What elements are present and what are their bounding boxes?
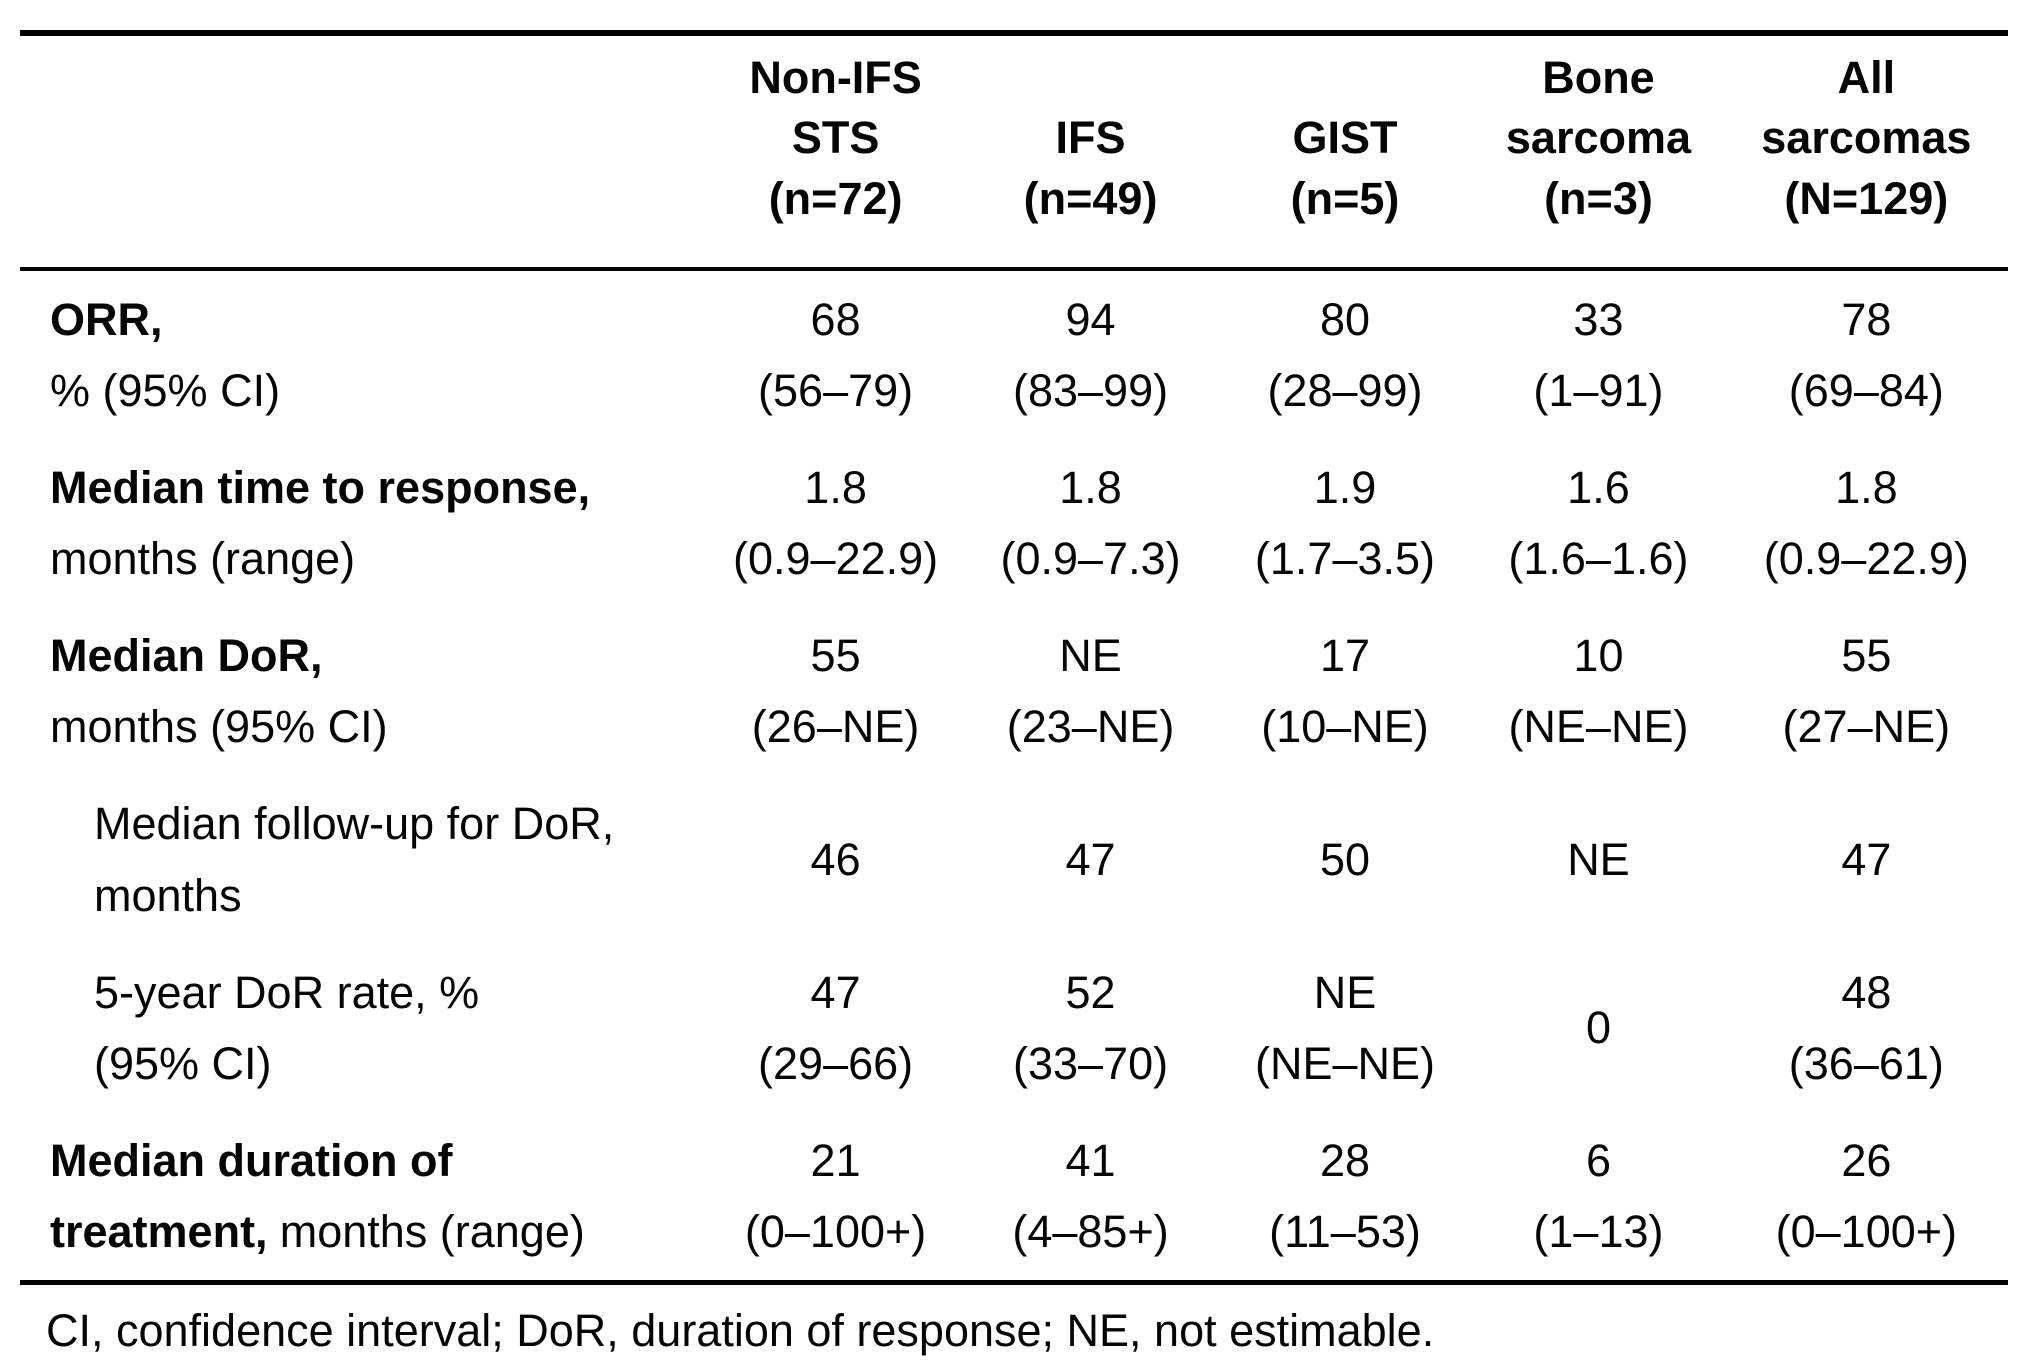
cell-fu-gist: 50 — [1319, 834, 1371, 885]
row-label-text: Median follow-up for DoR, months — [94, 798, 615, 921]
cell-orr-non-ifs-sts: 68 (56–79) — [758, 293, 914, 416]
column-header-bone-sarcoma: Bone sarcoma (n=3) — [1505, 52, 1692, 224]
row-label-bold: Median DoR, — [50, 630, 323, 682]
cell-fu-non-ifs-sts: 46 — [810, 834, 861, 885]
row-label-median-followup-dor: Median follow-up for DoR, months — [20, 775, 708, 943]
column-header-non-ifs-sts: Non-IFS STS (n=72) — [749, 52, 922, 224]
cell-orr-gist: 80 (28–99) — [1267, 293, 1423, 416]
cell-dot-non-ifs-sts: 21 (0–100+) — [744, 1134, 927, 1257]
cell-5y-bone-sarcoma: 0 — [1585, 1002, 1611, 1054]
cell-orr-bone-sarcoma: 33 (1–91) — [1533, 293, 1664, 416]
row-orr: ORR, % (95% CI) 68 (56–79) 94 (83–99) 80… — [20, 269, 2008, 439]
cell-fu-bone-sarcoma: NE — [1567, 834, 1630, 885]
cell-dor-gist: 17 (10–NE) — [1261, 630, 1429, 753]
cell-fu-all-sarcomas: 47 — [1841, 834, 1892, 885]
table-footnote: CI, confidence interval; DoR, duration o… — [46, 1305, 1435, 1357]
column-header-ifs: IFS (n=49) — [1023, 112, 1158, 224]
cell-5y-non-ifs-sts: 47 (29–66) — [758, 966, 914, 1089]
row-label-rest: months (range) — [279, 1205, 585, 1257]
row-label-text: 5-year DoR rate, % (95% CI) — [94, 966, 480, 1089]
cell-ttr-ifs: 1.8 (0.9–7.3) — [1000, 462, 1181, 585]
cell-orr-all-sarcomas: 78 (69–84) — [1788, 293, 1944, 416]
cell-dot-ifs: 41 (4–85+) — [1012, 1134, 1169, 1257]
outcomes-table: Non-IFS STS (n=72) IFS (n=49) GIST (n=5)… — [20, 30, 2008, 1286]
row-median-dor: Median DoR, months (95% CI) 55 (26–NE) N… — [20, 607, 2008, 775]
row-median-followup-dor: Median follow-up for DoR, months 46 47 5… — [20, 775, 2008, 943]
row-5year-dor-rate: 5-year DoR rate, % (95% CI) 47 (29–66) 5… — [20, 944, 2008, 1112]
cell-dot-bone-sarcoma: 6 (1–13) — [1533, 1134, 1664, 1257]
row-label-rest: % (95% CI) — [50, 364, 281, 416]
row-label-median-dor: Median DoR, months (95% CI) — [20, 607, 708, 775]
cell-ttr-non-ifs-sts: 1.8 (0.9–22.9) — [733, 462, 939, 585]
row-label-median-time-to-response: Median time to response, months (range) — [20, 439, 708, 607]
row-median-duration-treatment: Median duration of treatment, months (ran… — [20, 1112, 2008, 1283]
row-label-bold: ORR, — [50, 293, 163, 345]
row-label-orr: ORR, % (95% CI) — [20, 269, 708, 439]
row-label-5year-dor-rate: 5-year DoR rate, % (95% CI) — [20, 944, 708, 1112]
cell-dor-non-ifs-sts: 55 (26–NE) — [751, 630, 920, 753]
cell-dor-all-sarcomas: 55 (27–NE) — [1782, 630, 1951, 753]
row-label-bold: Median duration of treatment, — [50, 1134, 453, 1257]
row-median-time-to-response: Median time to response, months (range) … — [20, 439, 2008, 607]
column-header-empty — [20, 33, 708, 269]
cell-orr-ifs: 94 (83–99) — [1012, 293, 1169, 416]
cell-5y-gist: NE (NE–NE) — [1254, 966, 1435, 1089]
cell-fu-ifs: 47 — [1065, 834, 1116, 885]
row-label-bold: Median time to response, — [50, 462, 591, 514]
row-label-rest: months (95% CI) — [50, 701, 388, 753]
cell-dot-gist: 28 (11–53) — [1269, 1134, 1421, 1257]
row-label-median-duration-treatment: Median duration of treatment, months (ran… — [20, 1112, 708, 1283]
cell-dor-bone-sarcoma: 10 (NE–NE) — [1508, 630, 1689, 753]
cell-5y-ifs: 52 (33–70) — [1012, 966, 1169, 1089]
row-label-rest: months (range) — [50, 533, 356, 585]
column-header-all-sarcomas: All sarcomas (N=129) — [1761, 52, 1972, 224]
header-row: Non-IFS STS (n=72) IFS (n=49) GIST (n=5)… — [20, 33, 2008, 269]
cell-ttr-bone-sarcoma: 1.6 (1.6–1.6) — [1508, 462, 1689, 585]
cell-ttr-gist: 1.9 (1.7–3.5) — [1254, 462, 1436, 585]
column-header-gist: GIST (n=5) — [1290, 112, 1400, 224]
cell-5y-all-sarcomas: 48 (36–61) — [1788, 966, 1944, 1089]
cell-dot-all-sarcomas: 26 (0–100+) — [1775, 1134, 1958, 1257]
cell-ttr-all-sarcomas: 1.8 (0.9–22.9) — [1763, 462, 1969, 585]
cell-dor-ifs: NE (23–NE) — [1006, 630, 1175, 753]
